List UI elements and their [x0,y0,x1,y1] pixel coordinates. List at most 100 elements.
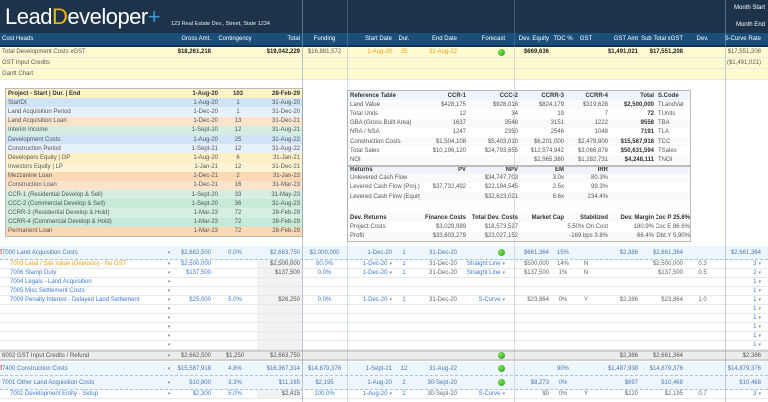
cell-scurve[interactable]: $10,468 [720,376,763,389]
cell-dd[interactable]: ▾ [165,305,173,313]
cell-dd[interactable]: ▾ [165,362,173,375]
dropdown-arrow-icon[interactable]: ▾ [167,333,171,339]
table-cell: Levered Cash Flow (Equity) [350,193,420,200]
dropdown-arrow-icon[interactable]: ▾ [758,279,761,285]
dropdown-arrow-icon[interactable]: ▾ [758,342,761,348]
dropdown-arrow-icon[interactable]: ▾ [758,261,761,267]
cell-dd[interactable]: ▾ [165,390,173,398]
dropdown-arrow-icon[interactable]: ▾ [389,261,392,267]
table-cell: 1048 [594,129,608,136]
cell-dd[interactable]: ▾ [165,278,173,286]
cell-forecast[interactable] [459,362,507,375]
cell-name[interactable]: 7004 Legals - Land Acquisition [0,278,165,286]
cell-dd[interactable]: ▾ [165,314,173,322]
cell-dd[interactable]: ▾ [165,246,173,259]
dropdown-arrow-icon[interactable]: ▾ [758,324,761,330]
cell-dd[interactable]: ▾ [165,323,173,331]
cell-dd[interactable]: ▾ [165,341,173,349]
dropdown-arrow-icon[interactable]: ▾ [389,391,392,397]
cell-forecast[interactable]: S-Curve ▾ [459,296,507,304]
dropdown-arrow-icon[interactable]: ▾ [167,297,171,303]
dropdown-arrow-icon[interactable]: ▾ [167,288,171,294]
dropdown-arrow-icon[interactable]: ▾ [389,297,392,303]
dropdown-arrow-icon[interactable]: ▾ [502,261,505,267]
dropdown-arrow-icon[interactable]: ▾ [167,249,171,256]
cell-scurve[interactable]: $14,879,376 [720,362,763,375]
cell-scurve[interactable]: 3 ▾ [720,260,763,268]
dropdown-arrow-icon[interactable]: ▾ [502,297,505,303]
cell-scurve[interactable]: 1 ▾ [720,305,763,313]
cell-name[interactable] [0,332,165,340]
cell-scurve[interactable]: 3 ▾ [720,390,763,398]
cell-forecast[interactable]: Straight Line ▾ [459,260,507,268]
dropdown-arrow-icon[interactable]: ▾ [167,279,171,285]
cell-forecast[interactable]: S-Curve ▾ [459,390,507,398]
dropdown-arrow-icon[interactable]: ▾ [167,365,171,372]
cell-forecast[interactable] [459,246,507,259]
cell-forecast[interactable] [459,352,507,359]
cell-dd[interactable]: ▾ [165,296,173,304]
cell-name[interactable]: 7001 Other Land Acquisition Costs [0,376,165,389]
cell-dd[interactable]: ▾ [165,269,173,277]
cell-forecast[interactable]: Straight Line ▾ [459,269,507,277]
cell-forecast[interactable] [459,287,507,295]
cell-scurve[interactable]: 1 ▾ [720,332,763,340]
dropdown-arrow-icon[interactable]: ▾ [758,306,761,312]
cell-scurve[interactable]: $2,386 [720,352,763,359]
cell-gst [575,314,597,322]
cell-forecast[interactable] [459,376,507,389]
dropdown-arrow-icon[interactable]: ▾ [758,270,761,276]
cell-name[interactable]: 7002 Development Entity - Setup [0,390,165,398]
funding-value: $2,000,000 [309,249,340,256]
dropdown-arrow-icon[interactable]: ▾ [167,306,171,312]
cell-name[interactable]: 7003 Land / Site Value (Deposits) - No G… [0,260,165,268]
cell-name[interactable] [0,305,165,313]
cell-forecast[interactable] [459,332,507,340]
cell-scurve[interactable]: 1 ▾ [720,341,763,349]
dropdown-arrow-icon[interactable]: ▾ [758,391,761,397]
cell-name[interactable]: 7400 Construction Costs [0,362,165,375]
cell-name[interactable]: 7009 Penalty Interest - Delayed Land Set… [0,296,165,304]
cell-name[interactable]: 7000 Land Acquisition Costs [0,246,165,259]
dropdown-arrow-icon[interactable]: ▾ [167,391,171,397]
cell-scurve[interactable]: 1 ▾ [720,323,763,331]
cell-scurve[interactable]: 1 ▾ [720,314,763,322]
cell-name[interactable] [0,314,165,322]
dropdown-arrow-icon[interactable]: ▾ [167,342,171,348]
cell-scurve[interactable]: 1 ▾ [720,278,763,286]
dropdown-arrow-icon[interactable]: ▾ [167,270,171,276]
dropdown-arrow-icon[interactable]: ▾ [758,315,761,321]
dropdown-arrow-icon[interactable]: ▾ [758,297,761,303]
cell-forecast[interactable] [459,314,507,322]
start-value: 1-Aug-20 [367,379,392,386]
cell-dd[interactable]: ▾ [165,332,173,340]
dropdown-arrow-icon[interactable]: ▾ [167,324,171,330]
dropdown-arrow-icon[interactable]: ▾ [502,270,505,276]
cell-forecast[interactable] [459,341,507,349]
cell-dd[interactable]: ▾ [165,376,173,389]
dropdown-arrow-icon[interactable]: ▾ [167,379,171,386]
cell-name[interactable]: 7005 Misc Settlement Costs [0,287,165,295]
dropdown-arrow-icon[interactable]: ▾ [758,288,761,294]
dropdown-arrow-icon[interactable]: ▾ [167,261,171,267]
cell-gstamt: GST Amt [613,36,638,42]
cell-scurve[interactable]: 1 ▾ [720,296,763,304]
dropdown-arrow-icon[interactable]: ▾ [389,270,392,276]
cell-forecast[interactable] [459,305,507,313]
dropdown-arrow-icon[interactable]: ▾ [502,391,505,397]
cell-forecast[interactable] [459,278,507,286]
cell-forecast[interactable] [459,323,507,331]
cell-dd[interactable]: ▾ [165,260,173,268]
dropdown-arrow-icon[interactable]: ▾ [758,333,761,339]
dropdown-arrow-icon[interactable]: ▾ [167,352,171,359]
cell-name[interactable]: 6002 GST Input Credits / Refund [0,352,165,359]
dropdown-arrow-icon[interactable]: ▾ [167,315,171,321]
cell-name[interactable]: 7006 Stamp Duty [0,269,165,277]
cell-dd[interactable]: ▾ [165,352,173,359]
cell-scurve[interactable]: 2 ▾ [720,269,763,277]
cell-name[interactable] [0,341,165,349]
cell-scurve[interactable]: $2,661,364 [720,246,763,259]
cell-scurve[interactable]: 1 ▾ [720,287,763,295]
cell-dd[interactable]: ▾ [165,287,173,295]
cell-name[interactable] [0,323,165,331]
